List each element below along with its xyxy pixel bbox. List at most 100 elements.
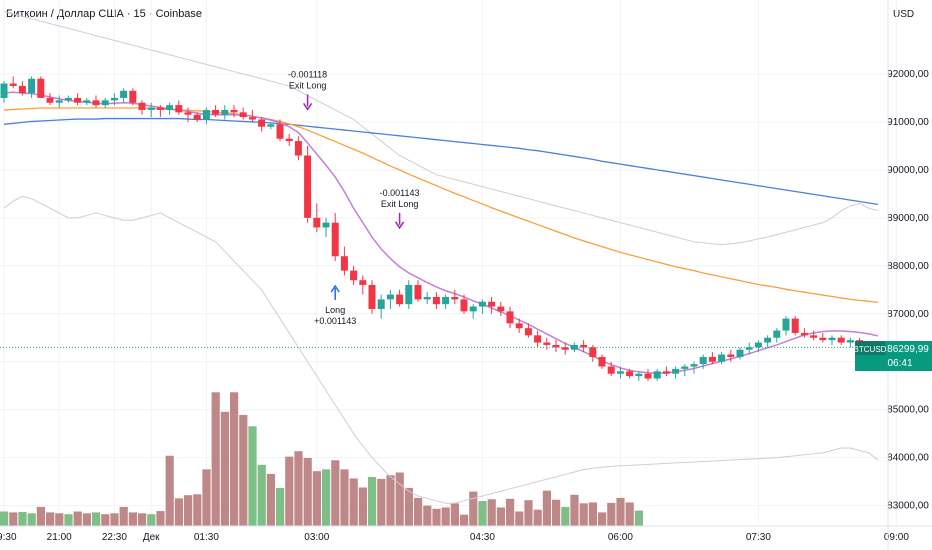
x-tick-label: 21:00 <box>47 532 72 543</box>
candle-body <box>736 349 744 357</box>
signal-label: Long <box>325 305 345 315</box>
candle-body <box>267 124 275 127</box>
candle-body <box>837 337 845 343</box>
candle-body <box>607 366 615 374</box>
volume-bar <box>92 512 101 526</box>
signal-label: -0.001143 <box>380 188 420 198</box>
x-tick-label: Дек <box>143 532 160 543</box>
volume-bar <box>110 513 119 526</box>
volume-bar <box>432 508 441 526</box>
candle-body <box>405 284 413 305</box>
candle-body <box>368 284 376 309</box>
candle-body <box>184 112 192 115</box>
candle-body <box>276 124 284 139</box>
candle-body <box>101 100 109 106</box>
candle-body <box>9 83 17 86</box>
volume-bar <box>533 509 542 526</box>
candle-body <box>396 294 404 305</box>
y-tick-label: 88000,00 <box>887 261 929 272</box>
y-tick-label: 92000,00 <box>887 69 929 80</box>
volume-bar <box>496 507 505 526</box>
candle-body <box>414 284 422 300</box>
candle-body <box>175 105 183 113</box>
candle-body <box>166 105 174 110</box>
candle-body <box>239 112 247 118</box>
candle-body <box>506 311 514 324</box>
volume-bar <box>515 511 524 526</box>
volume-bar <box>239 414 248 526</box>
volume-bar <box>450 503 459 526</box>
volume-bar <box>202 469 211 526</box>
volume-bar <box>478 501 487 526</box>
moving-averages-layer <box>3 91 879 374</box>
volume-bar <box>294 451 303 526</box>
candle-body <box>322 222 330 228</box>
candle-body <box>662 371 670 374</box>
candle-body <box>350 270 358 281</box>
candle-body <box>156 107 164 110</box>
candle-body <box>55 100 63 103</box>
volume-bar <box>524 500 533 526</box>
volume-bar <box>165 455 174 526</box>
candle-body <box>212 109 220 115</box>
volume-bar <box>377 478 386 526</box>
candle-body <box>432 296 440 305</box>
candle-body <box>828 337 836 341</box>
volume-bar <box>386 475 395 526</box>
candle-body <box>331 222 339 257</box>
candle-body <box>92 100 100 106</box>
y-tick-label: 90000,00 <box>887 165 929 176</box>
candle-body <box>202 109 210 120</box>
candle-body <box>147 107 155 110</box>
grid-layer <box>0 0 897 526</box>
volume-bar <box>404 487 413 526</box>
volume-bar <box>368 477 377 526</box>
volume-bar <box>625 502 634 526</box>
candle-body <box>515 323 523 329</box>
candle-body <box>18 85 26 94</box>
volume-bar <box>18 511 27 526</box>
volume-bar <box>266 473 275 526</box>
volume-bar <box>414 497 423 526</box>
band-lower-line <box>3 195 879 504</box>
bar-countdown: 06:41 <box>887 358 912 369</box>
ma-mid-line <box>3 107 879 303</box>
candle-body <box>690 364 698 367</box>
candle-body <box>340 256 348 271</box>
candle-body <box>386 294 394 300</box>
candle-body <box>589 347 597 357</box>
candle-body <box>598 356 606 367</box>
candle-body <box>644 373 652 379</box>
candle-body <box>745 347 753 350</box>
volume-bar <box>64 514 73 526</box>
signal-sublabel: +0.001143 <box>314 316 356 326</box>
symbol-tag: BTCUSD <box>854 345 887 354</box>
x-tick-label: 01:30 <box>194 532 219 543</box>
volume-bar <box>303 458 312 526</box>
candle-body <box>28 78 36 94</box>
volume-bar <box>101 514 110 526</box>
volume-bar <box>312 471 321 526</box>
signal-sublabel: Exit Long <box>381 199 419 209</box>
volume-bar <box>220 411 229 526</box>
volume-bar <box>598 512 607 526</box>
y-tick-label: 89000,00 <box>887 213 929 224</box>
y-tick-label: 87000,00 <box>887 309 929 320</box>
candle-body <box>258 119 266 127</box>
volume-bar <box>561 506 570 526</box>
candle-body <box>442 296 450 305</box>
candle-body <box>488 301 496 307</box>
volume-bar <box>358 487 367 526</box>
volume-bar <box>248 426 257 526</box>
volume-bar <box>174 498 183 526</box>
x-tick-label: 06:00 <box>608 532 633 543</box>
volume-bar <box>552 499 561 526</box>
volume-bar <box>9 512 18 526</box>
volume-bar <box>570 494 579 526</box>
candle-body <box>580 344 588 348</box>
candle-body <box>460 299 468 312</box>
currency-label[interactable]: USD <box>893 9 915 20</box>
x-tick-label: 09:00 <box>884 532 909 543</box>
volume-bar <box>542 490 551 526</box>
